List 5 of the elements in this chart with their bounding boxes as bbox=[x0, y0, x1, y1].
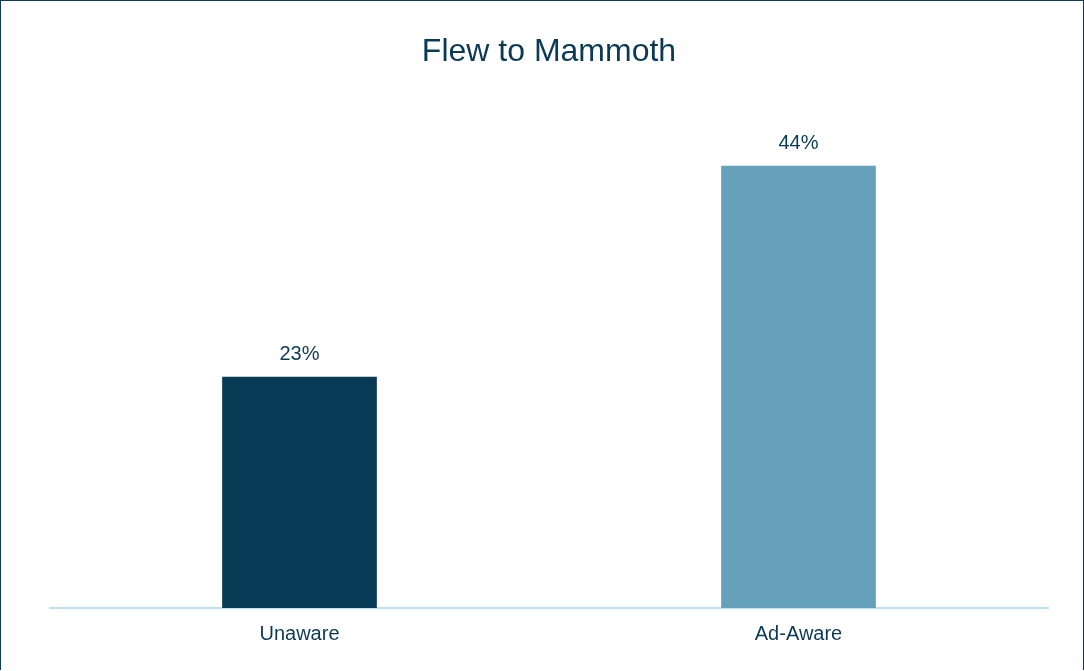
data-label: 23% bbox=[279, 342, 320, 365]
x-tick-label: Ad-Aware bbox=[754, 621, 843, 644]
chart-title: Flew to Mammoth bbox=[421, 32, 677, 69]
data-label: 44% bbox=[778, 131, 819, 154]
x-tick-label: Unaware bbox=[259, 621, 340, 644]
